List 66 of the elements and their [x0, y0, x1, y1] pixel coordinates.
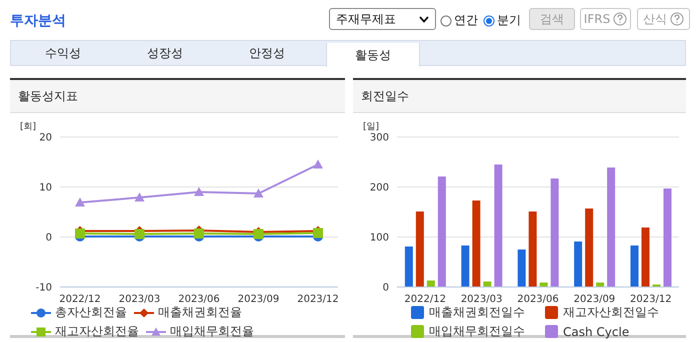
text: 연간	[454, 12, 478, 29]
y-tick-label: 0	[46, 232, 52, 244]
point	[194, 228, 204, 238]
x-tick-label: 2023/06	[517, 294, 559, 306]
x-tick-label: 2022/12	[59, 294, 101, 306]
x-tick-label: 2023/09	[238, 294, 280, 306]
legend-label: 매입채무회전일수	[429, 323, 525, 340]
legend-label: 재고자산회전율	[55, 323, 139, 340]
y-tick-label: 0	[382, 282, 389, 294]
bar	[483, 282, 492, 287]
legend-label: 총자산회전율	[55, 304, 127, 321]
bar	[528, 212, 537, 287]
legend-label: 매입채무회전율	[170, 323, 254, 340]
bar	[461, 246, 470, 287]
bar	[663, 188, 672, 287]
legend-label: 매출채권회전율	[158, 304, 242, 321]
dropdown: 주재무제표	[329, 8, 436, 30]
x-tick-label: 2023/03	[118, 294, 160, 306]
y-tick-label: 200	[370, 182, 389, 194]
x-tick-label: 2023/09	[574, 294, 616, 306]
y-tick-label: 10	[39, 182, 52, 194]
bar	[404, 246, 413, 287]
bar	[641, 228, 650, 287]
point	[194, 187, 204, 196]
text: 수익성	[44, 44, 82, 62]
chart-title: 활동성지표	[10, 80, 345, 113]
point	[75, 228, 85, 238]
legend-label: 재고자산회전일수	[563, 304, 659, 321]
y-tick-label: 300	[370, 132, 389, 144]
point	[254, 188, 264, 198]
bar	[518, 250, 526, 287]
bar	[607, 168, 616, 287]
text: 활동성	[326, 43, 420, 67]
text: 안정성	[248, 44, 286, 62]
text: 검색	[529, 8, 575, 30]
bar	[630, 246, 638, 287]
legend-label: 매출채권회전일수	[429, 304, 525, 321]
text: 성장성	[146, 44, 184, 62]
bar	[426, 280, 435, 287]
bar	[472, 200, 480, 287]
text: 투자분석	[10, 12, 66, 30]
text: 산식	[637, 8, 690, 30]
text: 분기	[497, 12, 521, 29]
bar	[438, 176, 446, 287]
point	[75, 198, 85, 206]
x-tick-label: 2023/12	[297, 294, 339, 306]
bar	[574, 242, 582, 287]
bar	[550, 178, 559, 287]
y-tick-label: 100	[370, 232, 389, 244]
bar	[494, 164, 502, 287]
y-tick-label: 20	[39, 132, 52, 144]
x-tick-label: 2023/03	[460, 294, 502, 306]
bar	[416, 212, 424, 287]
x-tick-label: 2022/12	[404, 294, 446, 306]
y-axis-title: [회]	[20, 121, 36, 133]
point	[313, 160, 323, 168]
legend-label: Cash Cycle	[563, 324, 630, 338]
chart-title: 회전일수	[353, 80, 686, 113]
bar	[585, 208, 594, 287]
text: IFRS	[580, 8, 631, 30]
y-axis-title: [일]	[363, 121, 380, 133]
x-tick-label: 2023/12	[630, 294, 672, 306]
point	[134, 192, 144, 202]
x-tick-label: 2023/06	[178, 294, 220, 306]
y-tick-label: -10	[36, 282, 52, 294]
point	[134, 229, 144, 239]
